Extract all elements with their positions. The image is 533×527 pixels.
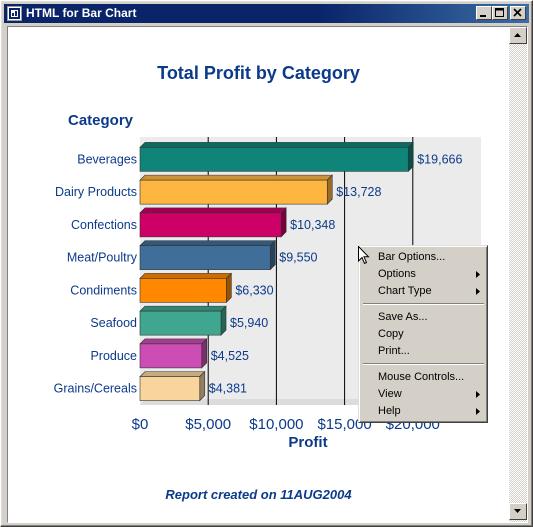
chart-title: Total Profit by Category [157, 63, 360, 83]
bar-value-label: $6,330 [235, 283, 273, 297]
category-label: Beverages [77, 152, 137, 166]
category-label: Meat/Poultry [67, 251, 138, 265]
category-label: Condiments [70, 283, 137, 297]
menu-item-print[interactable]: Print... [362, 343, 486, 360]
menu-separator [363, 303, 484, 305]
x-tick-label: $10,000 [249, 416, 303, 433]
vertical-scrollbar[interactable] [509, 27, 527, 522]
context-menu: Bar Options... Options Chart Type Save A… [358, 245, 488, 423]
bar-side-face [269, 239, 276, 271]
bar-side-face [201, 338, 208, 369]
menu-item-label: Print... [378, 345, 410, 357]
bar-value-label: $13,728 [336, 185, 381, 199]
bar-side-face [220, 305, 227, 336]
bar-top-face [139, 338, 208, 345]
bar-side-face [226, 272, 232, 304]
title-bar[interactable]: HTML for Bar Chart [4, 4, 529, 23]
bar-top-face [139, 305, 227, 312]
menu-item-label: Save As... [378, 311, 428, 323]
menu-item-copy[interactable]: Copy [362, 326, 486, 343]
menu-item-save-as[interactable]: Save As... [362, 309, 486, 326]
bar-side-face [199, 370, 206, 402]
bar-meat-poultry [139, 245, 271, 270]
arrow-up-icon [514, 33, 521, 37]
menu-item-label: Help [378, 405, 401, 417]
category-label: Seafood [90, 316, 137, 330]
bar-seafood [139, 310, 222, 336]
menu-item-view[interactable]: View [362, 386, 486, 403]
bar-top-face [139, 240, 276, 246]
mouse-cursor-icon [358, 246, 370, 265]
submenu-arrow-icon [476, 271, 480, 278]
bar-side-face [326, 174, 333, 205]
bar-grains-cereals [139, 376, 201, 401]
submenu-arrow-icon [476, 408, 480, 415]
bar-value-label: $4,381 [209, 382, 247, 396]
menu-item-help[interactable]: Help [362, 403, 486, 420]
bar-top-face [139, 273, 233, 279]
bar-value-label: $5,940 [230, 316, 268, 330]
bar-side-face [407, 141, 414, 173]
x-axis-title: Profit [288, 434, 327, 451]
x-tick-label: $0 [132, 416, 149, 433]
bar-confections [139, 212, 282, 238]
menu-item-label: Bar Options... [378, 251, 446, 263]
bar-top-face [139, 142, 414, 148]
bar-value-label: $10,348 [290, 218, 335, 232]
menu-item-bar-options[interactable]: Bar Options... [362, 249, 486, 266]
report-footer: Report created on 11AUG2004 [165, 487, 352, 502]
submenu-arrow-icon [476, 288, 480, 295]
bar-top-face [139, 174, 333, 181]
menu-item-label: Chart Type [378, 285, 432, 297]
menu-item-label: Copy [378, 328, 404, 340]
category-label: Dairy Products [55, 185, 137, 199]
x-tick-label: $5,000 [185, 416, 231, 433]
bar-condiments [139, 278, 227, 303]
minimize-button[interactable] [476, 6, 492, 20]
app-icon[interactable] [7, 6, 22, 21]
menu-item-chart-type[interactable]: Chart Type [362, 283, 486, 300]
bar-side-face [280, 207, 287, 238]
menu-item-label: View [378, 388, 402, 400]
bar-top-face [139, 207, 287, 214]
scroll-down-button[interactable] [509, 503, 527, 520]
category-label: Produce [90, 349, 137, 363]
bar-dairy-products [139, 179, 328, 205]
bar-value-label: $4,525 [211, 349, 249, 363]
category-label: Grains/Cereals [54, 382, 137, 396]
bar-produce [139, 343, 203, 369]
bar-value-label: $19,666 [417, 152, 462, 166]
y-axis-title: Category [68, 112, 134, 129]
bar-beverages [139, 147, 409, 172]
submenu-arrow-icon [476, 391, 480, 398]
menu-separator [363, 363, 484, 365]
maximize-button[interactable] [492, 6, 508, 20]
scroll-up-button[interactable] [509, 27, 527, 44]
menu-item-mouse-controls[interactable]: Mouse Controls... [362, 369, 486, 386]
menu-item-options[interactable]: Options [362, 266, 486, 283]
bar-top-face [139, 371, 206, 377]
category-label: Confections [71, 218, 137, 232]
arrow-down-icon [514, 509, 521, 513]
menu-item-label: Mouse Controls... [378, 371, 465, 383]
bar-value-label: $9,550 [279, 251, 317, 265]
window-title: HTML for Bar Chart [26, 6, 137, 20]
menu-item-label: Options [378, 268, 416, 280]
close-button[interactable] [510, 6, 526, 20]
